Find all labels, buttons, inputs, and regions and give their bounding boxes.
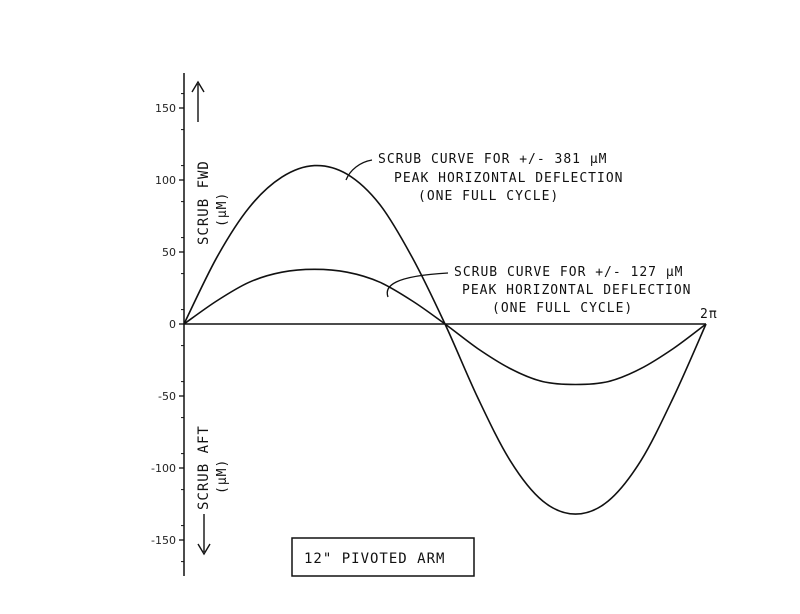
y-tick-label: -150 [151, 534, 176, 547]
arrow-down-icon [197, 514, 211, 556]
y-tick-label: 50 [162, 246, 176, 259]
ylabel-lower: SCRUB AFT (μM) [196, 425, 230, 510]
y-tick-label: -50 [158, 390, 176, 403]
annotation-127: SCRUB CURVE FOR +/- 127 μM PEAK HORIZONT… [386, 265, 692, 316]
annotation-381-leader [345, 159, 373, 181]
y-tick-label: 150 [155, 102, 176, 115]
annotation-381-line1: SCRUB CURVE FOR +/- 381 μM [378, 152, 608, 167]
annotation-127-leader [386, 272, 449, 298]
annotation-127-line1: SCRUB CURVE FOR +/- 127 μM [454, 265, 684, 280]
y-tick-label: 100 [155, 174, 176, 187]
annotation-381-line2: PEAK HORIZONTAL DEFLECTION [394, 171, 624, 186]
annotation-127-line3: (ONE FULL CYCLE) [492, 301, 633, 316]
ylabel-upper-line1: SCRUB FWD [196, 160, 212, 245]
annotation-381: SCRUB CURVE FOR +/- 381 μM PEAK HORIZONT… [345, 152, 624, 204]
y-tick-label: 0 [169, 318, 176, 331]
ylabel-lower-line1: SCRUB AFT [196, 425, 212, 510]
series-line-scrub-381 [183, 164, 707, 515]
x-end-label: 2π [700, 307, 718, 322]
annotation-381-line3: (ONE FULL CYCLE) [418, 189, 559, 204]
ylabel-upper-line2: (μM) [215, 192, 230, 227]
caption-box: 12" PIVOTED ARM [291, 537, 475, 577]
annotation-127-line2: PEAK HORIZONTAL DEFLECTION [462, 283, 692, 298]
ylabel-upper: SCRUB FWD (μM) [196, 160, 230, 245]
ylabel-lower-line2: (μM) [215, 459, 230, 494]
arrow-up-icon [191, 80, 205, 122]
series-line-scrub-127 [183, 268, 707, 386]
y-tick-label: -100 [151, 462, 176, 475]
caption-text: 12" PIVOTED ARM [304, 551, 445, 567]
